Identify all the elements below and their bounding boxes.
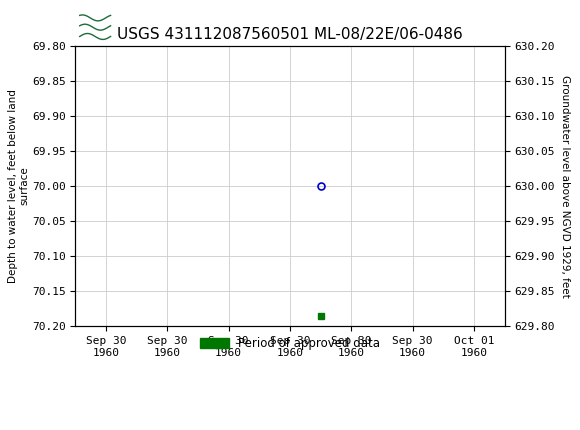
FancyBboxPatch shape: [79, 12, 111, 43]
Title: USGS 431112087560501 ML-08/22E/06-0486: USGS 431112087560501 ML-08/22E/06-0486: [117, 27, 463, 42]
Legend: Period of approved data: Period of approved data: [195, 332, 385, 355]
Y-axis label: Groundwater level above NGVD 1929, feet: Groundwater level above NGVD 1929, feet: [560, 75, 570, 298]
Text: USGS: USGS: [116, 18, 172, 36]
Y-axis label: Depth to water level, feet below land
surface: Depth to water level, feet below land su…: [8, 89, 29, 283]
